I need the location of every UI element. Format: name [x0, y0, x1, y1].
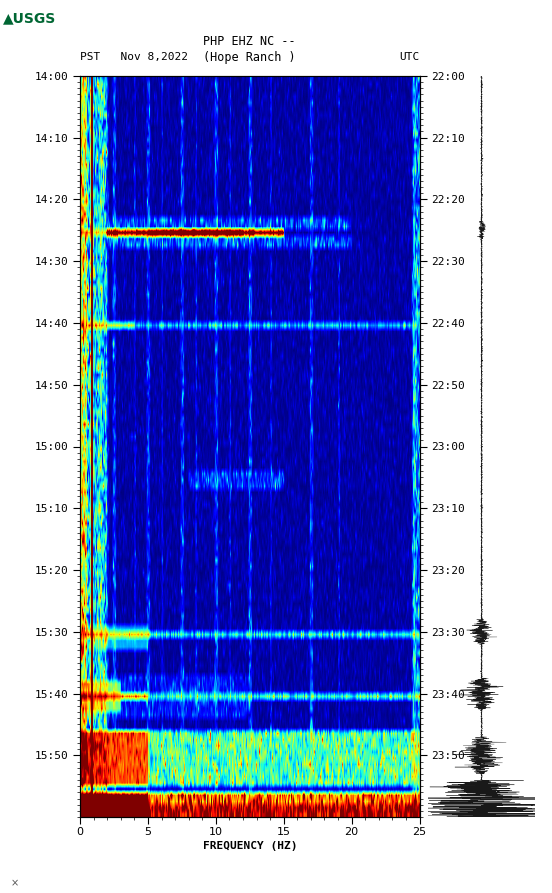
- Text: (Hope Ranch ): (Hope Ranch ): [204, 51, 296, 63]
- Text: PHP EHZ NC --: PHP EHZ NC --: [204, 36, 296, 48]
- X-axis label: FREQUENCY (HZ): FREQUENCY (HZ): [203, 841, 297, 851]
- Text: PST   Nov 8,2022: PST Nov 8,2022: [80, 52, 188, 63]
- Text: UTC: UTC: [399, 52, 420, 63]
- Text: ▲USGS: ▲USGS: [3, 12, 56, 25]
- Text: ×: ×: [11, 878, 19, 888]
